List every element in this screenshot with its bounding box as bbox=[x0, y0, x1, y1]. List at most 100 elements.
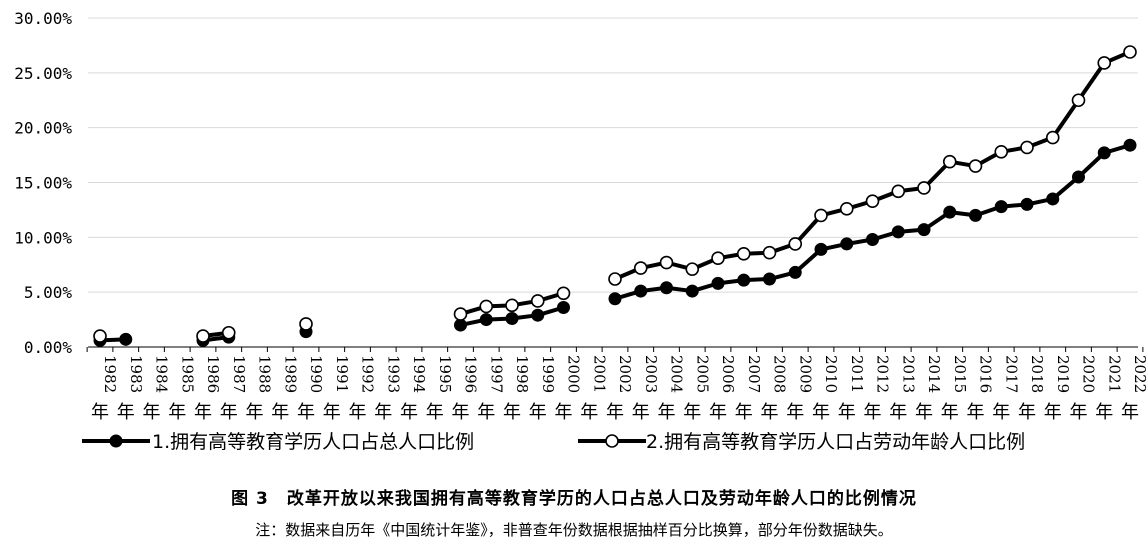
x-tick-label: 1998 年 bbox=[503, 355, 531, 423]
x-tick-label: 2000 年 bbox=[555, 355, 583, 423]
x-tick-year: 2001 bbox=[590, 355, 608, 393]
x-tick-suffix: 年 bbox=[967, 402, 985, 423]
data-point bbox=[530, 294, 545, 308]
x-tick-suffix: 年 bbox=[889, 402, 907, 423]
x-tick-year: 2006 bbox=[719, 355, 737, 393]
x-tick-year: 2003 bbox=[642, 355, 660, 393]
data-point bbox=[531, 308, 545, 322]
data-point bbox=[711, 251, 725, 265]
data-point bbox=[1020, 197, 1034, 211]
x-tick-label: 1983 年 bbox=[117, 355, 145, 423]
x-tick-label: 2007 年 bbox=[735, 355, 763, 423]
x-tick-suffix: 年 bbox=[143, 402, 161, 423]
x-tick-label: 1999 年 bbox=[529, 355, 557, 423]
x-tick-label: 2017 年 bbox=[992, 355, 1020, 423]
x-tick-year: 1995 bbox=[436, 355, 454, 393]
x-tick-label: 2019 年 bbox=[1044, 355, 1072, 423]
data-point bbox=[866, 233, 879, 247]
x-tick-suffix: 年 bbox=[580, 402, 598, 423]
x-tick-label: 2004 年 bbox=[658, 355, 686, 423]
x-tick-label: 2021 年 bbox=[1095, 355, 1123, 423]
x-tick-label: 2020 年 bbox=[1070, 355, 1098, 423]
data-point bbox=[557, 301, 570, 315]
y-tick-label: 15.00% bbox=[14, 174, 72, 193]
x-tick-label: 1984 年 bbox=[143, 355, 171, 423]
x-tick-label: 1989 年 bbox=[271, 355, 299, 423]
x-tick-year: 2004 bbox=[668, 355, 686, 393]
x-tick-year: 2017 bbox=[1002, 355, 1020, 393]
x-tick-suffix: 年 bbox=[1070, 402, 1088, 423]
x-tick-label: 2008 年 bbox=[761, 355, 789, 423]
data-point bbox=[865, 194, 880, 208]
data-point bbox=[994, 200, 1008, 214]
x-tick-year: 1989 bbox=[281, 355, 299, 393]
x-tick-year: 1983 bbox=[127, 355, 145, 393]
x-tick-suffix: 年 bbox=[1121, 402, 1139, 423]
x-tick-year: 1987 bbox=[230, 355, 248, 393]
x-tick-label: 1997 年 bbox=[477, 355, 505, 423]
x-tick-label: 2009 年 bbox=[786, 355, 814, 423]
y-tick-label: 5.00% bbox=[24, 283, 73, 302]
data-point bbox=[634, 284, 648, 298]
data-point bbox=[788, 265, 802, 279]
x-tick-suffix: 年 bbox=[709, 402, 727, 423]
y-tick-label: 0.00% bbox=[24, 338, 73, 357]
x-tick-year: 2000 bbox=[565, 355, 583, 393]
legend-swatch-marker bbox=[109, 434, 123, 448]
x-tick-suffix: 年 bbox=[992, 402, 1010, 423]
data-point bbox=[736, 246, 751, 261]
x-tick-suffix: 年 bbox=[812, 402, 830, 423]
x-tick-suffix: 年 bbox=[632, 402, 650, 423]
x-tick-suffix: 年 bbox=[400, 402, 418, 423]
x-tick-label: 1995 年 bbox=[426, 355, 454, 423]
x-tick-suffix: 年 bbox=[477, 402, 495, 423]
x-tick-label: 2016 年 bbox=[967, 355, 995, 423]
x-tick-year: 2021 bbox=[1105, 355, 1123, 393]
x-tick-suffix: 年 bbox=[658, 402, 676, 423]
data-point bbox=[479, 299, 494, 314]
line-chart: 0.00% 5.00% 10.00% 15.00% 20.00% 25.00% 30.00%… bbox=[14, 9, 1148, 453]
x-tick-suffix: 年 bbox=[246, 402, 264, 423]
x-tick-suffix: 年 bbox=[761, 402, 779, 423]
x-tick-year: 2022 bbox=[1131, 355, 1148, 393]
x-tick-year: 1996 bbox=[462, 355, 480, 393]
x-tick-suffix: 年 bbox=[941, 402, 959, 423]
data-point bbox=[1045, 130, 1060, 145]
x-tick-year: 1984 bbox=[153, 355, 171, 393]
data-point bbox=[840, 237, 854, 251]
x-tick-label: 1993 年 bbox=[374, 355, 402, 423]
legend: 1.拥有高等教育学历人口占总人口比例 2.拥有高等教育学历人口占劳动年龄人口比例 bbox=[82, 431, 1025, 453]
x-tick-year: 1991 bbox=[333, 355, 351, 393]
x-tick-label: 2010 年 bbox=[812, 355, 840, 423]
legend-swatch-marker bbox=[605, 434, 619, 448]
data-point bbox=[814, 208, 828, 223]
gridlines bbox=[88, 17, 1138, 348]
x-tick-suffix: 年 bbox=[426, 402, 444, 423]
x-tick-suffix: 年 bbox=[91, 402, 109, 423]
data-point bbox=[1123, 138, 1137, 152]
data-point bbox=[788, 237, 803, 251]
data-point bbox=[1123, 45, 1137, 59]
data-point bbox=[633, 261, 648, 275]
y-tick-label: 10.00% bbox=[14, 228, 72, 247]
x-tick-year: 2009 bbox=[796, 355, 814, 393]
x-tick-suffix: 年 bbox=[194, 402, 212, 423]
data-point bbox=[917, 181, 931, 195]
x-tick-label: 2001 年 bbox=[580, 355, 608, 423]
x-tick-label: 1992 年 bbox=[349, 355, 377, 423]
data-point bbox=[556, 286, 571, 301]
data-point bbox=[196, 329, 210, 343]
x-tick-year: 1986 bbox=[204, 355, 222, 393]
data-point bbox=[119, 332, 133, 346]
x-tick-year: 2016 bbox=[977, 355, 995, 393]
figure-note: 注：数据来自历年《中国统计年鉴》，非普查年份数据根据抽样百分比换算，部分年份数据… bbox=[255, 521, 893, 539]
x-tick-suffix: 年 bbox=[606, 402, 624, 423]
x-tick-year: 1998 bbox=[513, 355, 531, 393]
data-point bbox=[1072, 170, 1085, 184]
data-point bbox=[93, 329, 107, 343]
data-point bbox=[917, 223, 931, 237]
data-point bbox=[763, 272, 776, 286]
data-point bbox=[969, 208, 982, 222]
x-tick-label: 2018 年 bbox=[1018, 355, 1046, 423]
data-point bbox=[1020, 140, 1034, 155]
